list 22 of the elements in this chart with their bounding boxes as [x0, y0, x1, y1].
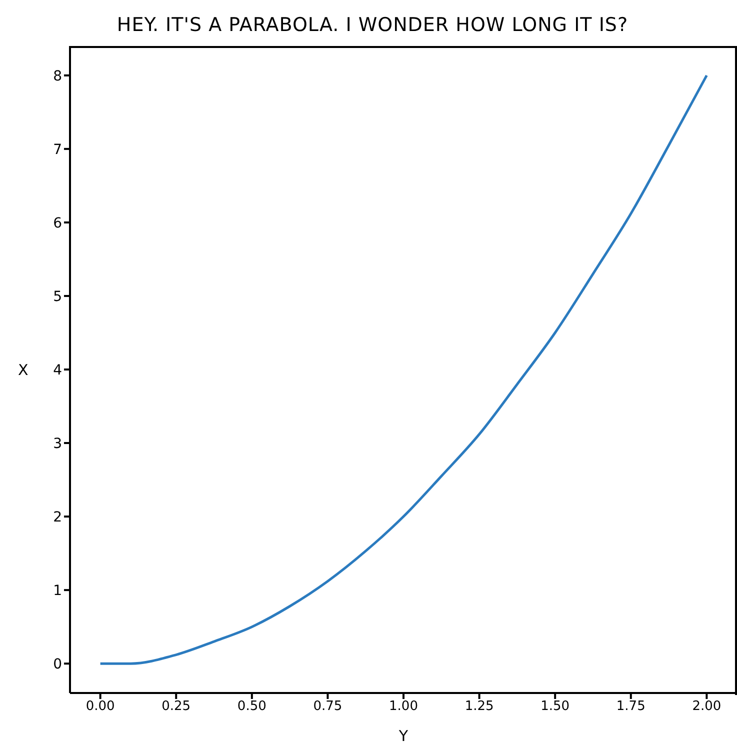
y-tick-label: 4	[53, 362, 62, 378]
line-series	[99, 74, 708, 665]
y-tick-label: 1	[53, 583, 62, 600]
y-tick-label: 3	[53, 436, 62, 452]
y-tick-label: 7	[53, 142, 62, 158]
x-axis-title: Y	[398, 727, 409, 745]
y-tick-label: 2	[53, 510, 62, 526]
x-tick-label: 0.00	[86, 699, 115, 714]
y-axis-title: X	[18, 360, 28, 379]
y-tick-label: 6	[53, 215, 62, 232]
x-tick-label: 0.25	[162, 699, 191, 714]
x-tick-label: 0.50	[237, 699, 266, 714]
x-tick-label: 0.75	[313, 699, 342, 714]
y-tick-label: 8	[53, 68, 62, 84]
x-tick-label: 1.75	[616, 699, 646, 714]
x-tick-label: 1.25	[464, 699, 494, 714]
x-tick-label: 1.50	[540, 699, 570, 714]
chart-title: HEY. IT'S A PARABOLA. I WONDER HOW LONG IT IS?	[116, 14, 630, 36]
y-tick-label: 5	[53, 288, 62, 305]
x-tick-label: 1.00	[389, 699, 418, 714]
x-tick-label: 2.00	[692, 699, 722, 714]
y-tick-label: 0	[53, 656, 62, 673]
